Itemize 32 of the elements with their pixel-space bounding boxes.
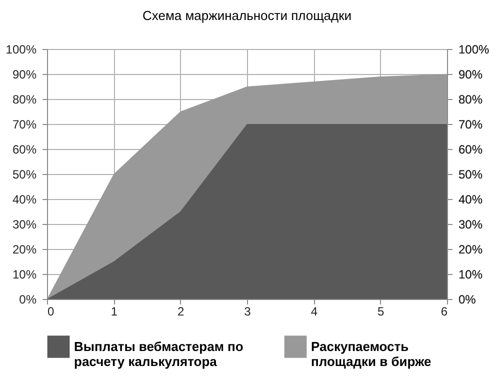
x-tick-label: 2: [177, 304, 184, 318]
y-tick-label: 0%: [19, 292, 37, 306]
x-tick-label: 3: [244, 304, 252, 318]
x-tick-label: 0: [48, 304, 54, 318]
y-tick-label: 100%: [6, 42, 37, 56]
y2-tick-label: 30%: [458, 218, 483, 232]
x-tick-label: 4: [310, 304, 318, 318]
legend-label: Раскупаемость площадки в бирже: [311, 338, 432, 369]
y2-tick-label: 90%: [458, 68, 483, 82]
y2-tick-label: 40%: [458, 192, 483, 206]
y-tick-label: 60%: [12, 142, 37, 156]
chart-title: Схема маржинальности площадки: [142, 8, 352, 23]
y-tick-label: 90%: [12, 68, 37, 82]
y2-tick-label: 10%: [458, 268, 483, 282]
y2-tick-label: 0%: [458, 292, 476, 306]
y-tick-label: 20%: [12, 242, 37, 256]
y-tick-label: 80%: [12, 92, 37, 106]
x-tick-label: 5: [377, 304, 384, 318]
y2-tick-label: 70%: [458, 118, 483, 132]
y-tick-label: 30%: [12, 218, 37, 232]
y-tick-label: 40%: [12, 192, 37, 206]
y-tick-label: 70%: [12, 118, 37, 132]
y-tick-label: 50%: [12, 168, 37, 182]
y2-tick-label: 50%: [458, 168, 483, 182]
x-tick-label: 6: [440, 304, 448, 318]
x-tick-label: 1: [110, 304, 118, 318]
y-tick-label: 10%: [12, 268, 37, 282]
legend-label: Выплаты вебмастерам по расчету калькулятора: [74, 338, 244, 369]
y2-tick-label: 60%: [458, 142, 483, 156]
y2-tick-label: 20%: [458, 242, 483, 256]
y2-tick-label: 100%: [458, 42, 490, 56]
y2-tick-label: 80%: [458, 92, 483, 106]
